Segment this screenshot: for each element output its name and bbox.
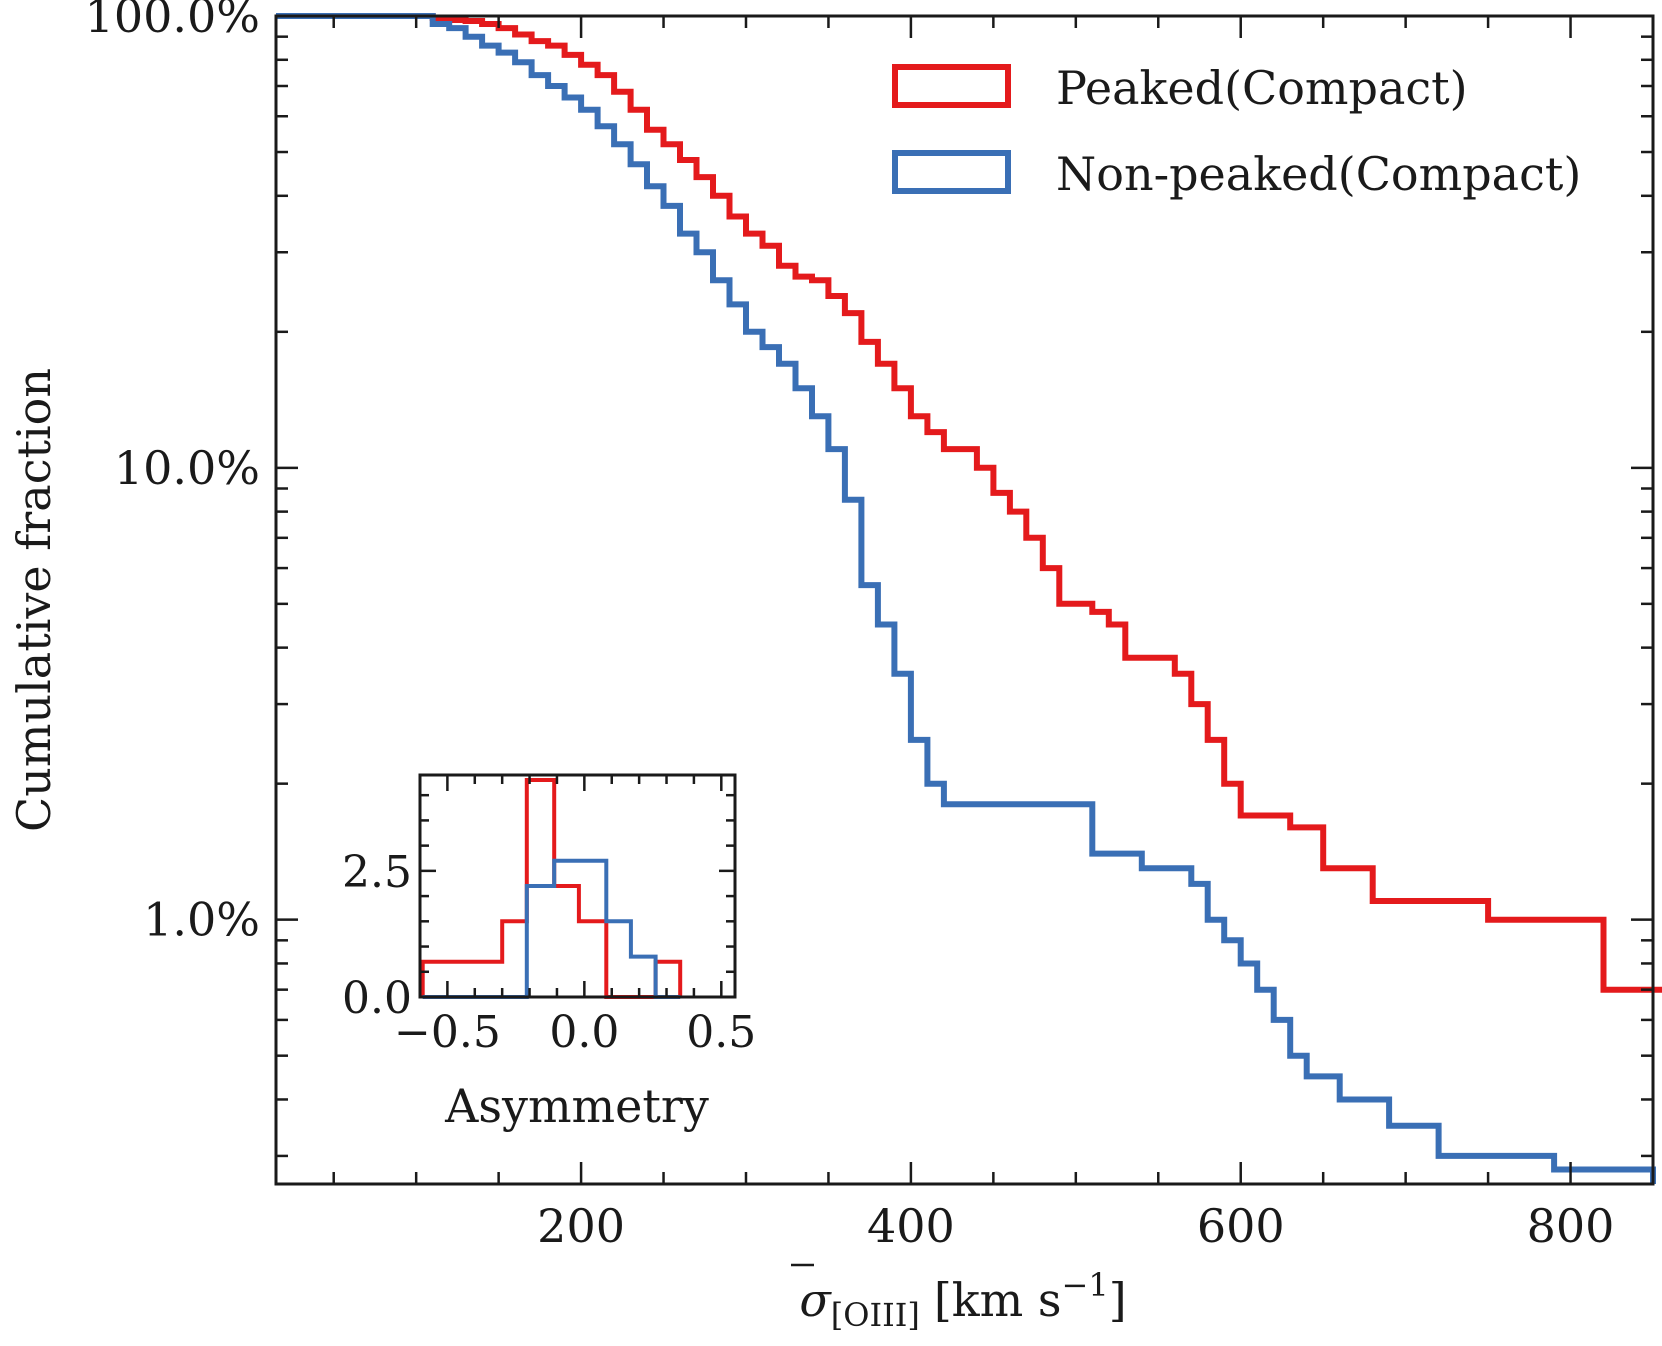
inset-x-tick-label: −0.5	[394, 1007, 501, 1058]
x-tick-label: 400	[867, 1199, 955, 1253]
legend-label-non-peaked: Non-peaked(Compact)	[1056, 147, 1581, 201]
inset-y-tick-label: 0.0	[342, 973, 412, 1024]
y-tick-label: 100.0%	[85, 0, 260, 43]
x-axis-label: σ[OIII] [km s−1]	[799, 1266, 1126, 1334]
x-tick-label: 600	[1197, 1199, 1285, 1253]
x-tick-label: 200	[537, 1199, 625, 1253]
legend-swatch-non-peaked	[892, 150, 1011, 194]
legend: Peaked(Compact) Non-peaked(Compact)	[892, 61, 1581, 201]
x-axis-label-subscript: [OIII]	[831, 1296, 920, 1334]
inset-ticks-group	[420, 775, 735, 999]
inset-tick-labels-group: −0.5 0.0 0.50.02.5	[342, 847, 756, 1058]
series-line-non-peaked	[276, 13, 1656, 1184]
main-ticks-group	[276, 14, 1653, 1184]
x-axis-label-unit-sup: −1	[1062, 1266, 1109, 1304]
y-tick-label: 10.0%	[114, 441, 260, 495]
x-axis-label-unit: [km s	[934, 1273, 1062, 1327]
inset-histogram: −0.5 0.0 0.50.02.5 Asymmetry	[342, 773, 756, 1133]
main-plot-frame	[274, 14, 1655, 1186]
inset-x-tick-label: 0.0	[549, 1007, 619, 1058]
inset-y-tick-label: 2.5	[342, 847, 412, 898]
inset-frame	[418, 773, 737, 999]
y-tick-label: 1.0%	[143, 893, 260, 947]
series-line-peaked	[276, 13, 1662, 993]
y-axis-label: Cumulative fraction	[7, 368, 61, 832]
legend-swatch-peaked	[892, 64, 1011, 108]
x-tick-label: 800	[1527, 1199, 1615, 1253]
main-series-group	[276, 13, 1662, 1184]
main-plot: 200 400 600 800 1.0% 10.0% 100.0% Cumulative f…	[7, 0, 1662, 1334]
x-axis-label-symbol: σ	[799, 1273, 832, 1327]
main-tick-labels-group: 200 400 600 800 1.0% 10.0% 100.0%	[85, 0, 1615, 1253]
legend-label-peaked: Peaked(Compact)	[1056, 61, 1468, 115]
inset-x-axis-label: Asymmetry	[444, 1079, 709, 1133]
inset-x-tick-label: 0.5	[686, 1007, 756, 1058]
x-axis-label-unit-close: ]	[1109, 1273, 1127, 1327]
